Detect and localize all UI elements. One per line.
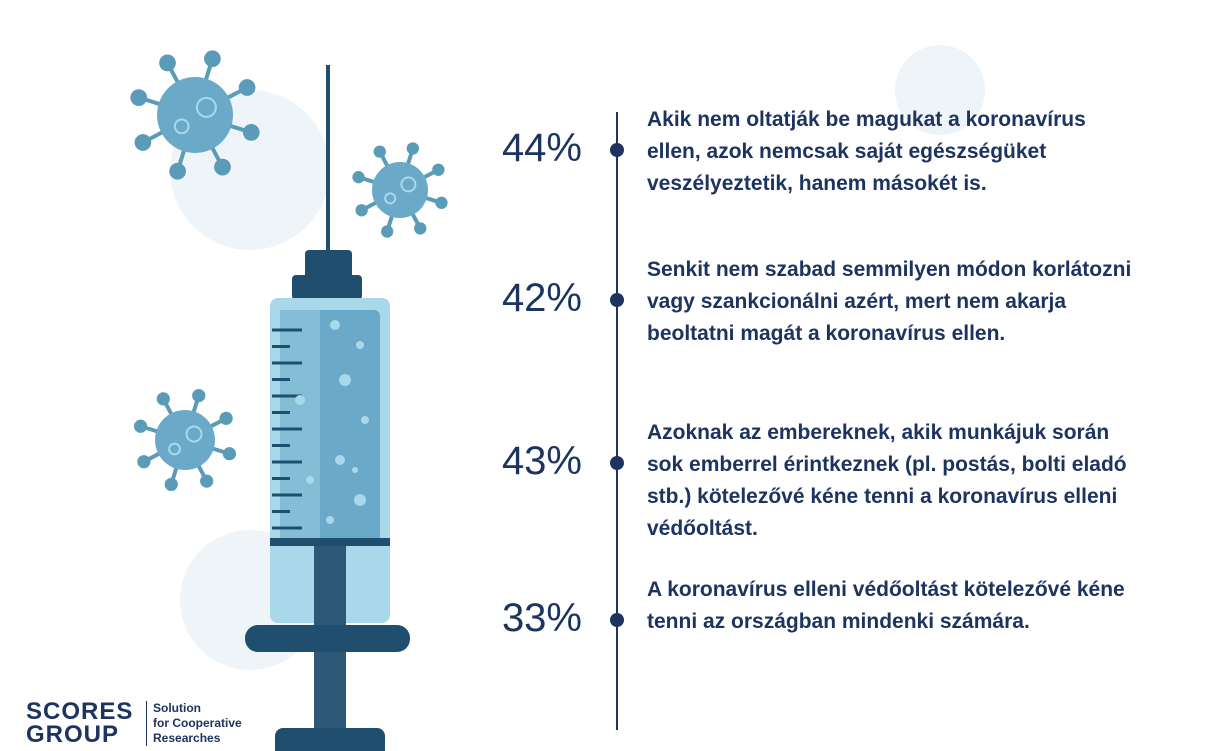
bubble (326, 516, 334, 524)
virus-spike-tip (200, 475, 213, 488)
virus-spike-tip (159, 55, 176, 72)
virus-spike-tip (381, 225, 393, 237)
bubble (361, 416, 369, 424)
tagline-line: Solution (153, 701, 242, 716)
statement-line: vagy szankcionálni azért, mert nem akarj… (647, 286, 1131, 318)
bubble (295, 395, 305, 405)
bubble (356, 341, 364, 349)
plunger-seal (270, 538, 390, 546)
statement-line: sok emberrel érintkeznek (pl. postás, bo… (647, 449, 1127, 481)
virus-spike-tip (135, 134, 152, 151)
statement-line: védőoltást. (647, 513, 1127, 545)
statement-line: stb.) kötelezővé kéne tenni a koronavíru… (647, 481, 1127, 513)
timeline-dot (610, 613, 624, 627)
virus-spike-tip (435, 197, 447, 209)
percent: 44% (442, 126, 582, 171)
virus-spike-tip (137, 455, 150, 468)
virus-spike-tip (355, 204, 367, 216)
tagline-line: Researches (153, 731, 242, 746)
statement: A koronavírus elleni védőoltást kötelező… (647, 574, 1125, 638)
infographic: SCORES GROUP Solutionfor CooperativeRese… (0, 0, 1218, 751)
virus-spike-tip (214, 159, 231, 176)
virus-spike-tip (414, 222, 426, 234)
statement-line: Senkit nem szabad semmilyen módon korlát… (647, 254, 1131, 286)
statement-line: veszélyeztetik, hanem másokét is. (647, 168, 1086, 200)
plunger-flange (245, 625, 410, 652)
virus-spike-tip (130, 89, 147, 106)
bubble (335, 455, 345, 465)
plunger-thumb (275, 728, 385, 751)
statement: Azoknak az embereknek, akik munkájuk sor… (647, 417, 1127, 545)
bubble (352, 467, 358, 473)
plunger-rod (314, 546, 346, 626)
virus-spike-tip (239, 79, 256, 96)
timeline-dot (610, 456, 624, 470)
virus-spike-tip (243, 124, 260, 141)
virus-body (157, 77, 233, 153)
statement-line: beoltatni magát a koronavírus ellen. (647, 318, 1131, 350)
virus-body (155, 410, 215, 470)
tagline-line: for Cooperative (153, 716, 242, 731)
virus-spike-tip (223, 447, 236, 460)
virus-spike-tip (165, 478, 178, 491)
virus-spike-tip (204, 50, 221, 67)
percent: 33% (442, 596, 582, 641)
virus-spike-tip (169, 163, 186, 180)
virus-spike-tip (352, 171, 364, 183)
virus-spike-tip (157, 392, 170, 405)
logo-line: SCORES (26, 700, 133, 723)
logo: SCORES GROUP (26, 700, 133, 746)
liquid-highlight (280, 310, 320, 542)
timeline-dot (610, 293, 624, 307)
needle-hub (292, 275, 362, 300)
bubble (339, 374, 351, 386)
statement: Akik nem oltatják be magukat a koronavír… (647, 104, 1086, 200)
virus-spike-tip (192, 389, 205, 402)
plunger-rod-lower (314, 652, 346, 732)
statement: Senkit nem szabad semmilyen módon korlát… (647, 254, 1131, 350)
statement-line: Akik nem oltatják be magukat a koronavír… (647, 104, 1086, 136)
virus-spike-tip (134, 420, 147, 433)
logo-line: GROUP (26, 723, 133, 746)
timeline-dot (610, 143, 624, 157)
statement-line: ellen, azok nemcsak saját egészségüket (647, 136, 1086, 168)
virus-spike-tip (220, 412, 233, 425)
statement-line: Azoknak az embereknek, akik munkájuk sor… (647, 417, 1127, 449)
bubble (354, 494, 366, 506)
percent: 42% (442, 276, 582, 321)
virus-body (372, 162, 428, 218)
bubble (330, 320, 340, 330)
percent: 43% (442, 439, 582, 484)
virus-spike-tip (374, 145, 386, 157)
bubble (306, 476, 314, 484)
virus-spike-tip (407, 142, 419, 154)
statement-line: A koronavírus elleni védőoltást kötelező… (647, 574, 1125, 606)
statement-line: tenni az országban mindenki számára. (647, 606, 1125, 638)
